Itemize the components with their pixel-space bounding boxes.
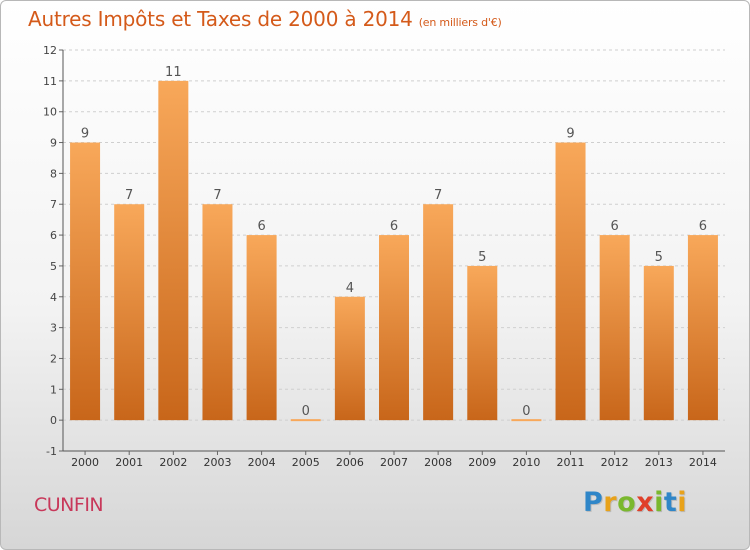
data-label: 6 (390, 219, 398, 234)
bar (643, 265, 674, 421)
y-tick-label: 1 (50, 383, 57, 396)
bar (555, 142, 586, 421)
data-label: 6 (611, 219, 619, 234)
y-tick-label: 11 (43, 75, 57, 88)
y-tick-label: -1 (46, 445, 57, 458)
y-tick-label: 2 (50, 352, 57, 365)
logo-letter: i (654, 487, 664, 518)
data-label: 4 (346, 281, 354, 296)
data-label: 5 (478, 250, 486, 265)
data-label: 7 (434, 188, 442, 203)
x-tick-label: 2005 (292, 456, 320, 469)
data-label: 9 (81, 127, 89, 142)
data-label: 6 (699, 219, 707, 234)
bar (511, 419, 542, 422)
data-label: 6 (257, 219, 265, 234)
data-label: 7 (125, 188, 133, 203)
y-tick-label: 3 (50, 322, 57, 335)
logo-letter: x (636, 487, 655, 518)
proxiti-logo[interactable]: Proxiti (583, 487, 687, 518)
x-tick-labels: 2000 2001 2002 2003 2004 2005 2006 2007 2008 2009… (71, 451, 717, 469)
y-tick-label: 4 (50, 291, 57, 304)
x-tick-label: 2006 (336, 456, 364, 469)
bar (379, 235, 409, 421)
data-label: 5 (655, 250, 663, 265)
y-tick-label: 5 (50, 260, 57, 273)
x-tick-label: 2013 (645, 456, 673, 469)
y-tick-label: 6 (50, 229, 57, 242)
x-tick-label: 2014 (689, 456, 717, 469)
logo-letter: i (677, 487, 688, 518)
bars (70, 80, 718, 422)
x-tick-label: 2010 (512, 456, 540, 469)
logo-letter: r (603, 487, 618, 518)
data-label: 7 (213, 188, 221, 203)
x-tick-label: 2011 (557, 456, 585, 469)
x-tick-label: 2012 (601, 456, 629, 469)
y-tick-label: 0 (50, 414, 57, 427)
bar (467, 265, 498, 421)
bar (599, 235, 630, 421)
bar (70, 142, 101, 421)
x-tick-label: 2007 (380, 456, 408, 469)
data-label: 0 (522, 404, 530, 419)
x-tick-label: 2004 (248, 456, 276, 469)
x-tick-label: 2008 (424, 456, 452, 469)
logo-letter: t (663, 487, 678, 518)
x-tick-label: 2001 (115, 456, 143, 469)
y-tick-label: 7 (50, 198, 57, 211)
y-tick-label: 10 (43, 106, 57, 119)
data-label: 0 (302, 404, 310, 419)
data-labels: 9 7 11 7 6 0 4 6 7 5 0 9 6 5 6 (81, 65, 707, 419)
chart-title-text: Autres Impôts et Taxes de 2000 à 2014 (28, 7, 413, 31)
bar (246, 235, 277, 421)
x-tick-label: 2002 (159, 456, 187, 469)
x-tick-label: 2009 (468, 456, 496, 469)
data-label: 9 (566, 127, 574, 142)
chart-subtitle: (en milliers d'€) (418, 16, 502, 29)
bar (114, 204, 145, 421)
data-label: 11 (165, 65, 182, 80)
commune-name: CUNFIN (34, 494, 104, 516)
bar (158, 80, 189, 421)
x-tick-label: 2000 (71, 456, 99, 469)
bar (687, 235, 718, 421)
logo-letter: P (583, 487, 604, 518)
bar (290, 419, 321, 422)
bar (423, 204, 454, 421)
bar (334, 296, 365, 421)
y-tick-label: 9 (50, 137, 57, 150)
y-tick-label: 12 (43, 44, 57, 57)
y-tick-label: 8 (50, 167, 57, 180)
x-tick-label: 2003 (203, 456, 231, 469)
logo-letter: o (617, 487, 637, 518)
chart-title: Autres Impôts et Taxes de 2000 à 2014 (en… (28, 7, 502, 31)
bar (202, 204, 233, 421)
